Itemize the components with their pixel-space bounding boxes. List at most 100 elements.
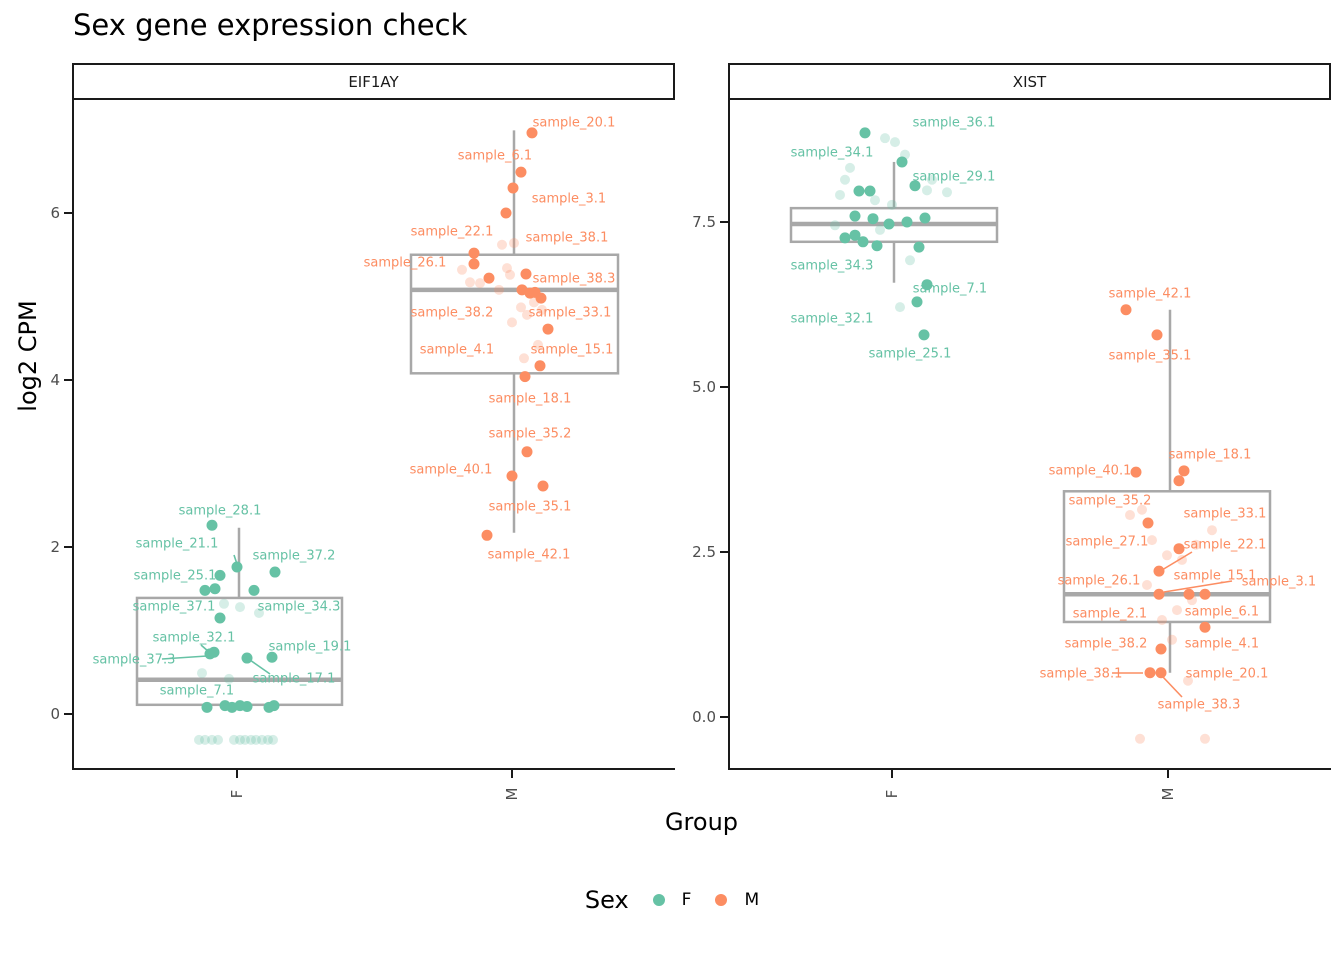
data-point (241, 700, 253, 712)
data-point (918, 329, 930, 341)
y-tick-label: 0.0 (692, 708, 716, 726)
sample-label: sample_7.1 (913, 282, 987, 297)
data-point (896, 156, 908, 168)
sample-label: sample_33.1 (1184, 507, 1267, 522)
data-point (1144, 667, 1156, 679)
data-point (887, 199, 897, 210)
data-point (214, 569, 226, 581)
data-point (1167, 634, 1177, 645)
x-tick-mark (511, 770, 513, 778)
sample-label: sample_34.3 (258, 600, 341, 615)
data-point (880, 133, 890, 144)
facet-plot-area: sample_28.1 sample_21.1 sample_37.2 sample_… (93, 116, 620, 745)
data-point (214, 612, 226, 624)
x-tick-mark (891, 770, 893, 778)
data-point (497, 239, 507, 250)
data-point (522, 309, 532, 320)
data-point (208, 646, 220, 658)
data-point (890, 137, 900, 148)
data-point (537, 304, 547, 315)
data-point (1147, 535, 1157, 546)
data-point (871, 240, 883, 252)
sample-label: sample_4.1 (1185, 637, 1259, 652)
data-point (942, 187, 952, 198)
data-point (875, 224, 885, 235)
data-point (526, 127, 538, 139)
sample-label: sample_40.1 (410, 463, 493, 478)
facet-plot-area: sample_36.1 sample_34.1 sample_29.1 sample_… (789, 116, 1316, 744)
data-point (506, 470, 518, 482)
x-tick-mark (236, 770, 238, 778)
data-point (209, 583, 221, 595)
sample-label: sample_3.1 (1242, 575, 1316, 590)
data-point (269, 566, 281, 578)
sample-label: sample_32.1 (791, 312, 874, 327)
data-point (1142, 580, 1152, 590)
data-point (505, 269, 515, 280)
sample-label: sample_38.3 (533, 272, 616, 287)
data-point (913, 241, 925, 253)
sample-label: sample_38.1 (1040, 667, 1123, 682)
y-tick-mark (64, 212, 72, 214)
sample-label: sample_33.1 (529, 306, 612, 321)
data-point (201, 701, 213, 713)
data-point (1200, 733, 1210, 744)
legend-entry-m: M (715, 890, 759, 910)
data-point (235, 734, 245, 745)
data-point (231, 561, 243, 573)
legend-dot-f-icon (652, 894, 665, 906)
data-point (213, 734, 223, 745)
sample-label: sample_35.1 (1109, 349, 1192, 364)
sample-label: sample_6.1 (1185, 605, 1259, 620)
x-tick-label: F (883, 789, 901, 799)
sample-label: sample_38.2 (411, 306, 494, 321)
x-axis-title: Group (664, 808, 739, 836)
data-point (468, 258, 480, 270)
data-point (542, 323, 554, 335)
y-tick-mark (64, 713, 72, 715)
data-point (199, 584, 211, 596)
data-point (507, 317, 517, 328)
y-tick-mark (720, 386, 728, 388)
data-point (502, 263, 512, 274)
label-leader-line (1161, 551, 1193, 571)
data-point (457, 264, 467, 275)
y-tick-label: 7.5 (692, 213, 716, 231)
sample-label: sample_35.1 (489, 500, 572, 515)
sample-label: sample_35.2 (489, 427, 572, 442)
data-point (1191, 539, 1201, 550)
x-tick-label: M (1159, 787, 1177, 801)
data-point (519, 371, 531, 383)
data-point (883, 218, 895, 230)
data-point (1155, 667, 1167, 679)
data-point (830, 220, 840, 231)
data-point (857, 236, 869, 248)
boxplot-box (409, 253, 620, 375)
data-point (251, 734, 261, 745)
data-point (500, 207, 512, 219)
data-point (475, 278, 485, 289)
data-point (901, 216, 913, 228)
data-point (468, 247, 480, 259)
sample-label: sample_37.2 (253, 549, 336, 564)
data-point (845, 162, 855, 173)
y-tick-label: 4 (50, 371, 60, 389)
sample-label: sample_19.1 (269, 640, 352, 655)
sample-label: sample_28.1 (179, 504, 262, 519)
data-point (1137, 504, 1147, 515)
data-point (535, 292, 547, 304)
data-point (1199, 621, 1211, 633)
legend-entry-f: F (652, 890, 691, 910)
data-point (219, 598, 229, 609)
sample-label: sample_25.1 (134, 569, 217, 584)
data-point (481, 529, 493, 541)
y-tick-label: 5.0 (692, 378, 716, 396)
y-tick-mark (720, 221, 728, 223)
data-point (870, 195, 880, 206)
data-point (927, 174, 937, 185)
sample-label: sample_29.1 (913, 170, 996, 185)
sample-label: sample_36.1 (913, 116, 996, 131)
data-point (240, 734, 250, 745)
data-point (266, 651, 278, 663)
